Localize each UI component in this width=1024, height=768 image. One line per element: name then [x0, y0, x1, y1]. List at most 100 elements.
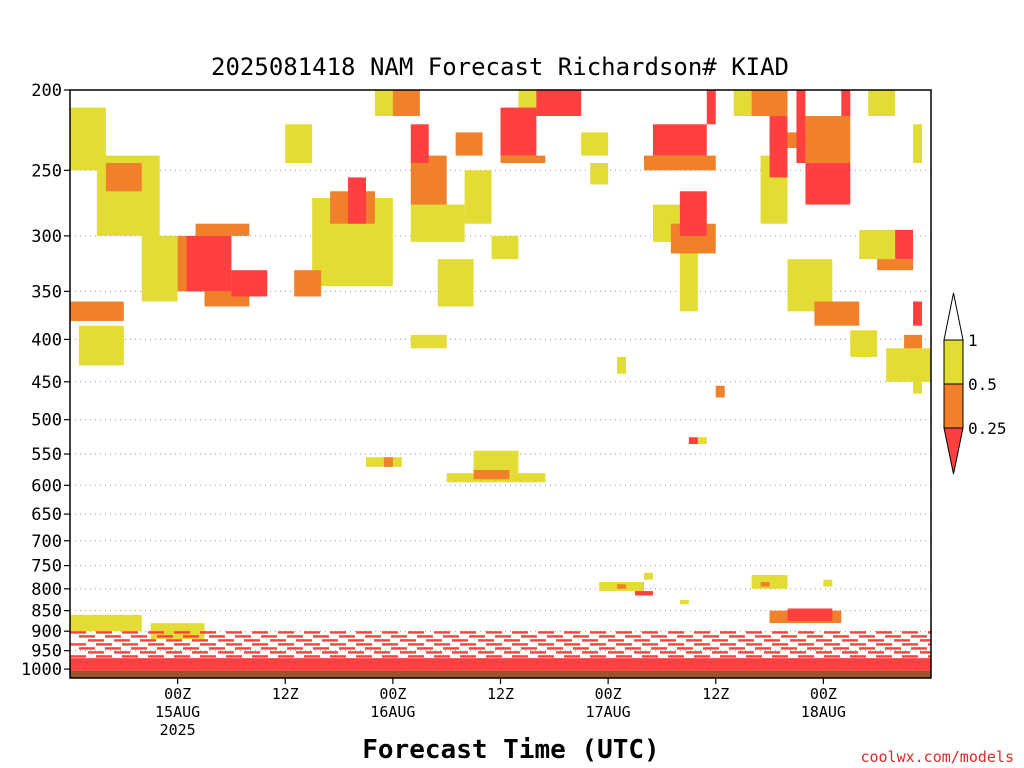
ri-cell-red	[70, 643, 86, 646]
credit-link[interactable]: coolwx.com/models	[860, 748, 1014, 766]
ri-cell-red	[460, 655, 476, 658]
ri-cell-red	[495, 635, 511, 638]
ri-cell-red	[703, 635, 719, 638]
ri-cell-red	[634, 651, 650, 654]
ri-cell-orange	[105, 163, 142, 192]
ri-cell-red	[382, 643, 398, 646]
ri-cell-red	[278, 643, 294, 646]
ri-cell-red	[322, 639, 338, 642]
ri-cell-red	[408, 655, 424, 658]
ri-cell-red	[677, 635, 693, 638]
ri-cell-red	[148, 655, 164, 658]
ri-cell-red	[183, 647, 199, 650]
ri-cell-red	[400, 651, 416, 654]
ri-cell-orange	[715, 385, 725, 398]
y-tick-label: 550	[31, 445, 62, 465]
ri-cell-red	[88, 639, 104, 642]
ri-cell-orange	[751, 90, 788, 117]
ri-cell-red	[417, 635, 433, 638]
ri-cell-red	[235, 647, 251, 650]
ri-cell-red	[174, 643, 190, 646]
ri-cell-red	[313, 635, 329, 638]
ri-cell-red	[738, 651, 754, 654]
ri-cell-red	[694, 631, 710, 634]
x-tick-label: 00Z	[164, 685, 191, 703]
y-tick-label: 300	[31, 227, 62, 247]
ri-cell-orange	[410, 155, 447, 205]
ri-cell-red	[209, 647, 225, 650]
ri-cell-red	[842, 639, 858, 642]
ri-cell-red	[166, 651, 182, 654]
ri-cell-red	[686, 639, 702, 642]
ri-cell-red	[434, 655, 450, 658]
ri-cell-red	[382, 655, 398, 658]
ri-cell-red	[122, 655, 138, 658]
ri-cell-red	[590, 631, 606, 634]
ri-cell-red	[287, 635, 303, 638]
legend-bin-yellow	[943, 339, 964, 385]
ri-cell-yellow	[590, 163, 609, 185]
ri-cell-red	[556, 639, 572, 642]
ri-cell-red	[902, 643, 918, 646]
ri-cell-red	[913, 301, 923, 326]
ri-cell-red	[902, 631, 918, 634]
ri-cell-red	[859, 647, 875, 650]
ri-cell-red	[252, 631, 268, 634]
ri-cell-red	[911, 647, 927, 650]
y-tick-label: 800	[31, 580, 62, 600]
ri-cell-red	[252, 643, 268, 646]
ri-cell-orange	[904, 334, 923, 349]
ri-cell-red	[746, 655, 762, 658]
ri-cell-red	[356, 655, 372, 658]
ri-cell-yellow	[913, 124, 923, 164]
ri-cell-red	[798, 643, 814, 646]
y-tick-label: 850	[31, 602, 62, 622]
ri-cell-red	[469, 647, 485, 650]
ri-cell-red	[798, 655, 814, 658]
ri-cell-red	[244, 651, 260, 654]
ri-cell-red	[928, 643, 931, 646]
ri-cell-red	[70, 631, 86, 634]
ri-cell-red	[764, 651, 780, 654]
ri-cell-red	[226, 631, 242, 634]
ri-cell-red	[660, 639, 676, 642]
ri-cell-yellow	[823, 579, 833, 587]
legend-bin-above-1	[943, 292, 964, 341]
ri-cell-orange	[473, 469, 510, 480]
ri-cell-red	[252, 655, 268, 658]
ri-cell-red	[824, 655, 840, 658]
ri-cell-red	[536, 90, 582, 117]
ri-cell-red	[88, 651, 104, 654]
y-tick-label: 200	[31, 81, 62, 101]
ri-cell-orange	[294, 270, 322, 297]
ri-cell-orange	[392, 90, 420, 117]
ri-cell-red	[365, 647, 381, 650]
ri-cell-red	[833, 635, 849, 638]
ri-cell-yellow	[70, 614, 142, 632]
ri-cell-red	[772, 655, 788, 658]
ri-cell-red	[105, 647, 121, 650]
ri-cell-yellow	[679, 247, 698, 312]
ri-cell-red	[244, 639, 260, 642]
x-tick-label: 15AUG	[155, 703, 200, 721]
ri-cell-red	[287, 647, 303, 650]
ri-cell-red	[157, 647, 173, 650]
ri-cell-yellow	[141, 235, 178, 302]
ri-cell-red	[634, 639, 650, 642]
ri-cell-red	[148, 643, 164, 646]
ri-cell-red	[729, 635, 745, 638]
x-tick-label: 18AUG	[801, 703, 846, 721]
ri-cell-red	[712, 639, 728, 642]
ri-cell-red	[486, 631, 502, 634]
ri-cell-red	[460, 631, 476, 634]
y-tick-label: 400	[31, 330, 62, 350]
ri-cell-red	[478, 651, 494, 654]
ri-cell-red	[841, 90, 851, 117]
ri-cell-red	[504, 651, 520, 654]
ri-cell-red	[114, 651, 130, 654]
ri-cell-red	[651, 647, 667, 650]
ri-cell-yellow	[913, 377, 923, 394]
ri-cell-red	[278, 631, 294, 634]
ri-cell-red	[70, 655, 86, 658]
ri-cell-red	[564, 631, 580, 634]
